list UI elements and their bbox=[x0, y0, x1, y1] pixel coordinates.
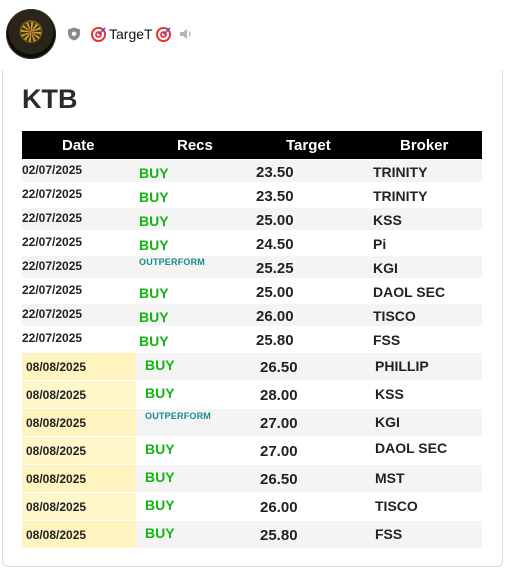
row-date: 08/08/2025 bbox=[26, 360, 87, 374]
row-target: 25.80 bbox=[260, 527, 298, 544]
row-broker: KGI bbox=[373, 260, 398, 276]
row-target: 25.80 bbox=[256, 332, 294, 349]
date-cell-highlight bbox=[22, 493, 136, 520]
table-row: 08/08/2025 BUY 26.50 MST bbox=[22, 465, 482, 492]
row-rec: BUY bbox=[145, 441, 175, 457]
date-cell-highlight bbox=[22, 409, 136, 436]
row-rec: OUTPERFORM bbox=[139, 257, 205, 267]
target-icon bbox=[155, 26, 171, 42]
date-cell-highlight bbox=[22, 437, 136, 464]
row-rec: BUY bbox=[139, 333, 169, 349]
row-target: 23.50 bbox=[256, 164, 294, 181]
avatar[interactable] bbox=[6, 9, 56, 59]
row-broker: FSS bbox=[375, 526, 403, 542]
row-date: 22/07/2025 bbox=[22, 307, 83, 321]
row-broker: KGI bbox=[375, 414, 400, 430]
row-date: 02/07/2025 bbox=[22, 163, 83, 177]
table-row: 08/08/2025 BUY 28.00 KSS bbox=[22, 381, 482, 408]
row-broker: FSS bbox=[373, 332, 401, 348]
row-rec: BUY bbox=[139, 237, 169, 253]
table-row: 08/08/2025 OUTPERFORM 27.00 KGI bbox=[22, 409, 482, 436]
row-broker: TISCO bbox=[375, 498, 418, 514]
table-row: 22/07/2025 BUY 25.00 DAOL SEC bbox=[22, 280, 482, 302]
row-broker: TISCO bbox=[373, 308, 416, 324]
row-date: 22/07/2025 bbox=[22, 283, 83, 297]
column-header-target: Target bbox=[286, 137, 331, 154]
row-date: 08/08/2025 bbox=[26, 388, 87, 402]
row-target: 27.00 bbox=[260, 443, 298, 460]
row-rec: BUY bbox=[139, 285, 169, 301]
row-rec: OUTPERFORM bbox=[145, 411, 211, 421]
row-broker: MST bbox=[375, 470, 405, 486]
channel-name-wrap[interactable]: TargeT bbox=[90, 24, 193, 44]
row-broker: PHILLIP bbox=[375, 358, 429, 374]
row-date: 22/07/2025 bbox=[22, 259, 83, 273]
row-target: 25.25 bbox=[256, 260, 294, 277]
row-date: 08/08/2025 bbox=[26, 528, 87, 542]
table-row: 22/07/2025 BUY 24.50 Pi bbox=[22, 232, 482, 254]
row-broker: DAOL SEC bbox=[375, 440, 448, 456]
row-rec: BUY bbox=[139, 189, 169, 205]
row-rec: BUY bbox=[139, 309, 169, 325]
row-broker: Pi bbox=[373, 236, 387, 252]
row-target: 26.00 bbox=[260, 499, 298, 516]
target-icon bbox=[90, 26, 107, 42]
row-target: 25.00 bbox=[256, 284, 294, 301]
channel-name[interactable]: TargeT bbox=[109, 26, 153, 42]
table-row: 08/08/2025 BUY 25.80 FSS bbox=[22, 521, 482, 548]
table-row: 22/07/2025 BUY 26.00 TISCO bbox=[22, 304, 482, 326]
row-date: 08/08/2025 bbox=[26, 472, 87, 486]
table-row: 22/07/2025 BUY 25.00 KSS bbox=[22, 208, 482, 230]
row-rec: BUY bbox=[139, 213, 169, 229]
row-rec: BUY bbox=[145, 525, 175, 541]
row-date: 08/08/2025 bbox=[26, 444, 87, 458]
row-broker: KSS bbox=[375, 386, 404, 402]
row-target: 24.50 bbox=[256, 236, 294, 253]
date-cell-highlight bbox=[22, 381, 136, 408]
table-row: 02/07/2025 BUY 23.50 TRINITY bbox=[22, 160, 482, 182]
date-cell-highlight bbox=[22, 465, 136, 492]
row-target: 28.00 bbox=[260, 387, 298, 404]
column-header-recs: Recs bbox=[177, 137, 213, 154]
row-rec: BUY bbox=[145, 497, 175, 513]
row-target: 26.50 bbox=[260, 471, 298, 488]
shield-icon bbox=[68, 27, 80, 41]
row-date: 22/07/2025 bbox=[22, 235, 83, 249]
row-date: 22/07/2025 bbox=[22, 211, 83, 225]
table-row: 08/08/2025 BUY 26.50 PHILLIP bbox=[22, 353, 482, 380]
row-rec: BUY bbox=[139, 165, 169, 181]
row-target: 25.00 bbox=[256, 212, 294, 229]
row-date: 22/07/2025 bbox=[22, 187, 83, 201]
row-rec: BUY bbox=[145, 385, 175, 401]
column-header-date: Date bbox=[62, 137, 95, 154]
row-rec: BUY bbox=[145, 469, 175, 485]
row-broker: DAOL SEC bbox=[373, 284, 446, 300]
column-header-broker: Broker bbox=[400, 137, 449, 154]
table-row: 22/07/2025 OUTPERFORM 25.25 KGI bbox=[22, 256, 482, 278]
table-row: 08/08/2025 BUY 26.00 TISCO bbox=[22, 493, 482, 520]
row-broker: TRINITY bbox=[373, 188, 428, 204]
row-date: 22/07/2025 bbox=[22, 331, 83, 345]
row-date: 08/08/2025 bbox=[26, 416, 87, 430]
page-title: KTB bbox=[22, 84, 78, 114]
row-target: 26.00 bbox=[256, 308, 294, 325]
row-date: 08/08/2025 bbox=[26, 500, 87, 514]
row-rec: BUY bbox=[145, 357, 175, 373]
message-header: TargeT bbox=[0, 0, 505, 66]
row-target: 26.50 bbox=[260, 359, 298, 376]
row-target: 27.00 bbox=[260, 415, 298, 432]
row-target: 23.50 bbox=[256, 188, 294, 205]
row-broker: TRINITY bbox=[373, 164, 428, 180]
date-cell-highlight bbox=[22, 353, 136, 380]
table-row: 08/08/2025 BUY 27.00 DAOL SEC bbox=[22, 437, 482, 464]
row-broker: KSS bbox=[373, 212, 402, 228]
table-header: Date Recs Target Broker bbox=[22, 131, 482, 159]
speaker-icon[interactable] bbox=[179, 27, 193, 41]
table-row: 22/07/2025 BUY 23.50 TRINITY bbox=[22, 184, 482, 206]
table-row: 22/07/2025 BUY 25.80 FSS bbox=[22, 328, 482, 350]
date-cell-highlight bbox=[22, 521, 136, 548]
